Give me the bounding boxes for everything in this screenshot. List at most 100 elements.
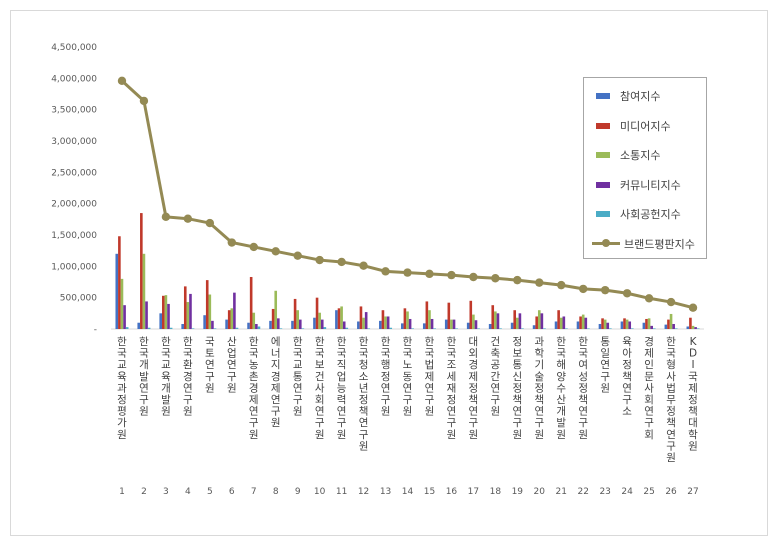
legend-swatch [596, 93, 610, 99]
point-브랜드평판지수 [139, 96, 149, 106]
bar-소통지수 [362, 317, 365, 329]
bar-소통지수 [142, 253, 146, 329]
bar-참여지수 [115, 253, 119, 329]
bar-미디어지수 [403, 308, 407, 329]
bar-미디어지수 [667, 319, 670, 329]
bar-커뮤니티지수 [320, 319, 324, 329]
bar-미디어지수 [425, 301, 429, 329]
bar-미디어지수 [227, 310, 231, 329]
point-브랜드평판지수 [425, 269, 434, 279]
legend-item: 미디어지수 [592, 118, 671, 134]
bar-소통지수 [252, 312, 256, 329]
legend-swatch [596, 211, 610, 217]
bar-미디어지수 [535, 316, 538, 329]
bar-미디어지수 [689, 317, 692, 329]
bar-미디어지수 [359, 306, 363, 329]
bar-커뮤니티지수 [430, 318, 434, 329]
bar-참여지수 [247, 322, 250, 329]
bar-참여지수 [510, 322, 514, 329]
chart-plot: - 500,000 1,000,000 1,500,000 2,000,000 2,500… [51, 43, 704, 497]
bar-사회공헌지수 [257, 326, 261, 329]
x-category-number: 19 [512, 487, 524, 497]
bar-사회공헌지수 [477, 328, 480, 329]
bar-사회공헌지수 [169, 327, 173, 329]
bar-소통지수 [428, 310, 431, 329]
chart-legend: 참여지수 미디어지수 소통지수 커뮤니티지수 사회공헌지수 브랜드평판지수 [583, 77, 707, 259]
point-브랜드평판지수 [381, 267, 390, 276]
bar-참여지수 [401, 323, 404, 329]
bar-커뮤니티지수 [408, 318, 412, 329]
x-category-number: 14 [402, 487, 414, 497]
y-tick-label: 500,000 [60, 294, 97, 304]
y-tick-label: 1,500,000 [51, 231, 97, 241]
x-category-number: 8 [273, 487, 279, 497]
bar-참여지수 [488, 323, 492, 329]
bar-사회공헌지수 [696, 328, 700, 329]
bar-참여지수 [203, 315, 206, 329]
y-tick-label: 4,500,000 [51, 43, 97, 53]
point-브랜드평판지수 [579, 284, 588, 294]
bar-미디어지수 [557, 310, 560, 329]
bar-커뮤니티지수 [474, 320, 478, 329]
bar-미디어지수 [601, 318, 604, 329]
bar-커뮤니티지수 [650, 325, 653, 329]
bar-참여지수 [642, 322, 646, 329]
x-category-number: 20 [534, 487, 546, 497]
bar-커뮤니티지수 [452, 319, 456, 329]
x-category-number: 22 [577, 487, 588, 497]
bar-미디어지수 [140, 213, 143, 329]
point-브랜드평판지수 [469, 272, 478, 282]
bar-소통지수 [581, 314, 585, 329]
point-브랜드평판지수 [535, 278, 544, 287]
bar-커뮤니티지수 [364, 312, 368, 329]
bar-참여지수 [664, 324, 668, 329]
bar-미디어지수 [249, 276, 253, 329]
bar-참여지수 [159, 313, 163, 329]
bar-소통지수 [647, 318, 651, 329]
bar-커뮤니티지수 [145, 301, 148, 329]
legend-swatch [596, 122, 610, 129]
x-category-number: 15 [424, 487, 435, 497]
bar-사회공헌지수 [323, 327, 327, 329]
bar-소통지수 [164, 295, 168, 329]
bar-사회공헌지수 [565, 328, 568, 329]
point-브랜드평판지수 [249, 242, 258, 252]
point-브랜드평판지수 [183, 214, 193, 223]
bar-소통지수 [296, 310, 299, 329]
legend-swatch [596, 152, 610, 158]
bar-참여지수 [357, 321, 360, 329]
bar-커뮤니티지수 [277, 318, 280, 329]
point-브랜드평판지수 [491, 274, 500, 283]
bar-소통지수 [559, 317, 563, 329]
bar-사회공헌지수 [652, 328, 656, 329]
bar-소통지수 [274, 290, 278, 329]
bar-소통지수 [318, 312, 321, 329]
bar-미디어지수 [579, 316, 582, 329]
x-category-number: 12 [358, 487, 369, 497]
bar-미디어지수 [293, 298, 297, 329]
x-category-number: 27 [687, 487, 698, 497]
bar-소통지수 [406, 311, 409, 329]
legend-item: 사회공헌지수 [592, 206, 681, 222]
bar-사회공헌지수 [411, 328, 414, 329]
bar-소통지수 [691, 325, 695, 329]
bar-사회공헌지수 [279, 328, 283, 329]
bar-커뮤니티지수 [386, 316, 390, 329]
point-브랜드평판지수 [513, 275, 522, 285]
bar-커뮤니티지수 [211, 320, 214, 329]
bar-사회공헌지수 [345, 327, 349, 329]
bar-소통지수 [472, 314, 475, 329]
point-브랜드평판지수 [688, 303, 698, 312]
bar-참여지수 [269, 320, 272, 329]
bar-커뮤니티지수 [540, 313, 544, 329]
bar-참여지수 [335, 310, 338, 329]
bar-커뮤니티지수 [562, 316, 566, 329]
bar-사회공헌지수 [499, 328, 502, 329]
bar-미디어지수 [315, 297, 319, 329]
bar-미디어지수 [381, 310, 385, 329]
